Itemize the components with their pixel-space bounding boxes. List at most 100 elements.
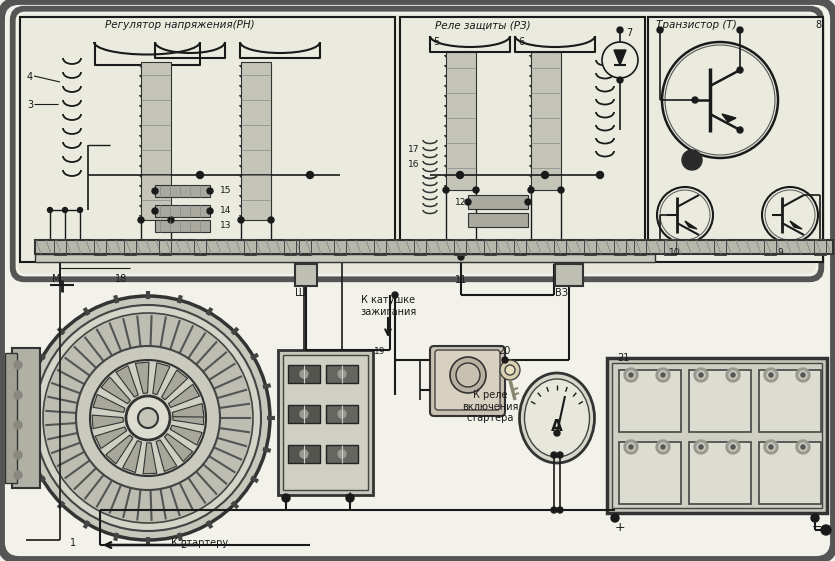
Circle shape	[78, 208, 83, 213]
Polygon shape	[123, 440, 141, 472]
Circle shape	[737, 67, 743, 73]
Circle shape	[126, 396, 170, 440]
Circle shape	[238, 217, 244, 223]
Circle shape	[502, 357, 508, 363]
Circle shape	[138, 217, 144, 223]
Bar	[244, 239, 256, 255]
Circle shape	[731, 373, 735, 377]
Circle shape	[465, 199, 471, 205]
Circle shape	[627, 443, 635, 451]
Circle shape	[300, 410, 308, 418]
Circle shape	[14, 421, 22, 429]
Circle shape	[26, 296, 270, 540]
Text: 15: 15	[220, 186, 231, 195]
Circle shape	[457, 172, 463, 178]
Circle shape	[551, 452, 557, 458]
Text: ВЗ: ВЗ	[555, 288, 569, 298]
Text: Транзистор (Т): Транзистор (Т)	[656, 20, 736, 30]
Bar	[400, 17, 645, 262]
Bar	[634, 239, 646, 255]
Circle shape	[515, 242, 524, 251]
Circle shape	[657, 27, 663, 33]
Bar	[278, 350, 373, 495]
Polygon shape	[116, 366, 139, 397]
Ellipse shape	[519, 373, 595, 463]
Bar	[288, 365, 320, 383]
Circle shape	[207, 188, 213, 194]
Bar	[12, 348, 40, 488]
Circle shape	[656, 440, 670, 454]
Circle shape	[14, 391, 22, 399]
Bar	[326, 445, 358, 463]
Circle shape	[35, 305, 261, 531]
Circle shape	[729, 371, 737, 379]
Circle shape	[801, 373, 805, 377]
Circle shape	[615, 242, 625, 251]
Bar	[555, 264, 583, 286]
Bar	[20, 17, 395, 262]
Circle shape	[602, 42, 638, 78]
Circle shape	[627, 371, 635, 379]
Circle shape	[557, 452, 563, 458]
Text: Регулятор напряжения(РН): Регулятор напряжения(РН)	[105, 20, 255, 30]
Circle shape	[63, 208, 68, 213]
Bar	[288, 445, 320, 463]
Circle shape	[300, 370, 308, 378]
Bar	[288, 405, 320, 423]
Circle shape	[43, 313, 253, 523]
Circle shape	[125, 242, 134, 251]
Bar	[446, 52, 476, 190]
Bar	[664, 239, 676, 255]
Circle shape	[464, 371, 472, 379]
Text: 17: 17	[408, 145, 419, 154]
Polygon shape	[143, 443, 157, 474]
Text: −: −	[812, 521, 822, 534]
Polygon shape	[156, 440, 177, 472]
Text: 13: 13	[220, 221, 231, 230]
Text: 2: 2	[180, 540, 186, 550]
Circle shape	[207, 208, 213, 214]
Bar	[35, 240, 833, 254]
Circle shape	[473, 187, 479, 193]
Circle shape	[55, 242, 64, 251]
Circle shape	[14, 471, 22, 479]
Circle shape	[767, 371, 775, 379]
Text: 18: 18	[115, 274, 127, 284]
Circle shape	[801, 445, 805, 449]
Bar	[155, 205, 210, 217]
Text: 21: 21	[617, 353, 630, 363]
Bar	[648, 17, 823, 262]
Circle shape	[338, 450, 346, 458]
Bar	[284, 239, 296, 255]
Circle shape	[301, 244, 307, 250]
Circle shape	[729, 443, 737, 451]
Circle shape	[551, 507, 557, 513]
Circle shape	[697, 371, 705, 379]
Circle shape	[286, 242, 295, 251]
Text: 12: 12	[455, 198, 467, 207]
Circle shape	[769, 373, 773, 377]
Bar	[759, 442, 821, 504]
Circle shape	[661, 373, 665, 377]
Circle shape	[555, 242, 564, 251]
Bar	[299, 239, 311, 255]
Polygon shape	[153, 363, 170, 394]
Circle shape	[821, 525, 831, 535]
Circle shape	[306, 172, 313, 178]
Circle shape	[692, 97, 698, 103]
Circle shape	[624, 368, 638, 382]
Bar	[159, 239, 171, 255]
Circle shape	[301, 242, 310, 251]
Polygon shape	[173, 411, 204, 425]
Text: М: М	[52, 274, 60, 284]
Circle shape	[799, 371, 807, 379]
Bar	[619, 370, 681, 432]
Bar	[35, 254, 655, 262]
Circle shape	[769, 445, 773, 449]
FancyBboxPatch shape	[7, 7, 828, 554]
Bar	[454, 239, 466, 255]
Polygon shape	[164, 434, 193, 462]
Circle shape	[716, 242, 725, 251]
Bar	[814, 239, 826, 255]
Circle shape	[659, 371, 667, 379]
